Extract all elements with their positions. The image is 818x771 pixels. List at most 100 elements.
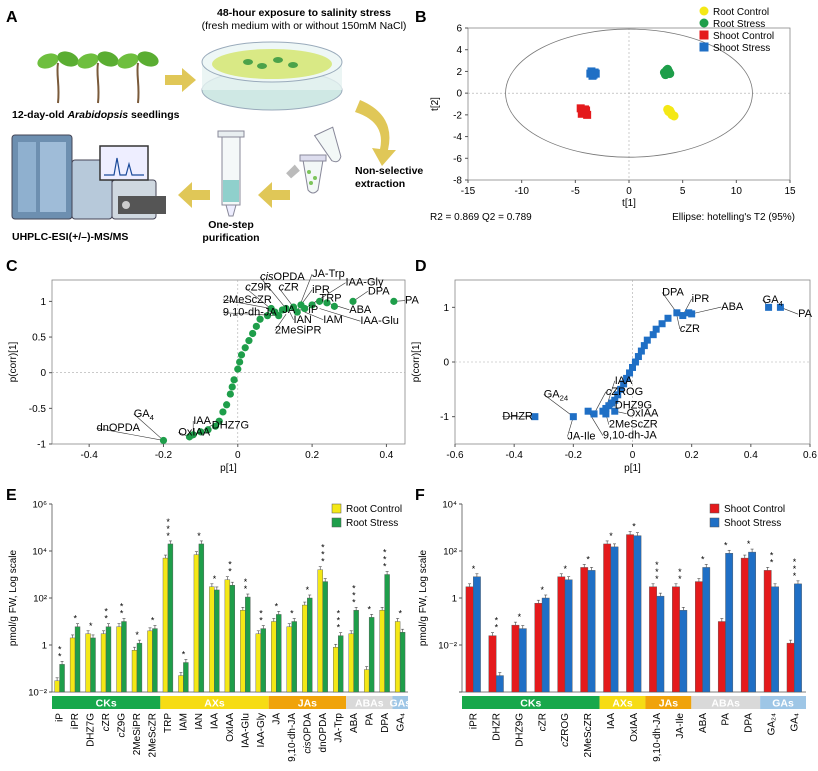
point-label: 9,10-dh-JA [603, 430, 657, 442]
label-main: GA₄ [790, 713, 801, 732]
label-main: JA-Ile [675, 713, 686, 739]
category-label: dnOPDA [318, 713, 329, 753]
leader-line [692, 307, 722, 314]
label-subscript: 4 [150, 413, 155, 422]
extraction-caption-1: Non-selective [355, 165, 423, 177]
category-label: PA [364, 713, 375, 726]
category-label: IAM [179, 713, 190, 731]
bar [603, 544, 610, 692]
x-tick-label: 0 [630, 450, 636, 461]
label-main: PA [798, 308, 813, 320]
label-main: ABA [349, 713, 360, 733]
legend-label: Root Stress [713, 19, 765, 30]
category-label: ABA [349, 713, 360, 733]
significance-star: * [135, 630, 139, 640]
label-subscript: 24 [560, 394, 569, 403]
bar [137, 643, 142, 692]
bar [764, 570, 771, 692]
significance-star: * [275, 601, 279, 611]
seedling-2 [75, 49, 120, 103]
label-main: IAA-Glu [360, 315, 399, 327]
bar [680, 610, 687, 692]
point-label: PA [405, 295, 420, 307]
y-tick-label: 6 [456, 24, 462, 35]
label-main: DPA [380, 713, 391, 733]
point-label: 9,10-dh-JA [223, 307, 277, 319]
bar [307, 598, 312, 692]
label-main: IAA [193, 415, 211, 427]
group-label: JAs [298, 698, 317, 710]
legend-swatch [710, 504, 719, 513]
point-label: ABA [721, 301, 744, 313]
point-label: 2MeSiPR [275, 324, 322, 336]
data-point [249, 330, 256, 337]
y-axis-label: p(corr)[1] [411, 341, 422, 382]
label-rest: ZROG [560, 713, 571, 742]
panel-letter-e: E [6, 487, 17, 504]
seedlings-caption: 12-day-old Arabidopsis seedlings [12, 109, 180, 121]
bar [672, 587, 679, 692]
x-tick-label: 0.6 [803, 450, 817, 461]
group-label: GAs [772, 698, 794, 710]
bar [240, 610, 245, 692]
point-label: JA-Trp [312, 268, 345, 280]
arrow-right-icon [165, 68, 196, 92]
category-label: GA₄ [790, 713, 801, 732]
bar [287, 627, 292, 692]
category-label: IAA-Glu [240, 713, 251, 748]
label-main: JA [271, 713, 282, 725]
bar [194, 555, 199, 692]
legend-swatch [332, 504, 341, 513]
category-label: DHZ7G [86, 713, 97, 747]
y-tick-label: 0 [456, 89, 462, 100]
bar [695, 582, 702, 692]
bar [132, 650, 137, 692]
x-tick-label: 0.2 [305, 450, 319, 461]
data-point [223, 401, 230, 408]
label-main: ABA [721, 301, 744, 313]
label-main: IAA [606, 713, 617, 729]
x-axis-label: t[1] [622, 198, 636, 209]
label-rest: ZR [101, 713, 112, 726]
bar [703, 567, 710, 692]
bar [292, 622, 297, 693]
bar [86, 634, 91, 692]
category-label: iPR [70, 713, 81, 729]
point-label: dnOPDA [97, 422, 141, 434]
significance-star: * [678, 567, 682, 577]
label-main: IAN [194, 713, 205, 730]
significance-star: * [563, 564, 567, 574]
point-label: IAA [193, 415, 211, 427]
purification-caption-2: purification [202, 232, 259, 244]
label-main: ABA [349, 304, 372, 316]
label-main: iP [55, 713, 66, 722]
instrument-caption: UHPLC-ESI(+/–)-MS/MS [12, 231, 128, 243]
category-label: cZR [101, 713, 112, 731]
y-tick-label: 10⁴ [32, 547, 47, 558]
data-point [242, 344, 249, 351]
bar [787, 643, 794, 692]
label-rest: OPDA [302, 713, 313, 742]
bar [152, 629, 157, 692]
label-main: TRP [320, 292, 342, 304]
bar [466, 587, 473, 692]
label-subscript: 4 [779, 299, 784, 308]
bar [225, 580, 230, 692]
point-label: cZ9R [245, 282, 271, 294]
category-label: IAN [194, 713, 205, 730]
panel-letter-d: D [415, 258, 427, 275]
label-main: DHZ7G [86, 713, 97, 747]
legend-label: Shoot Control [724, 504, 785, 515]
data-point [592, 70, 600, 78]
y-tick-label: 1 [452, 594, 457, 605]
category-label: DHZR [491, 713, 502, 741]
significance-star: * [609, 531, 613, 541]
significance-star: * [213, 574, 217, 584]
category-label: TRP [163, 713, 174, 733]
y-tick-label: -0.5 [29, 404, 47, 415]
label-main: DHZR [502, 410, 533, 422]
